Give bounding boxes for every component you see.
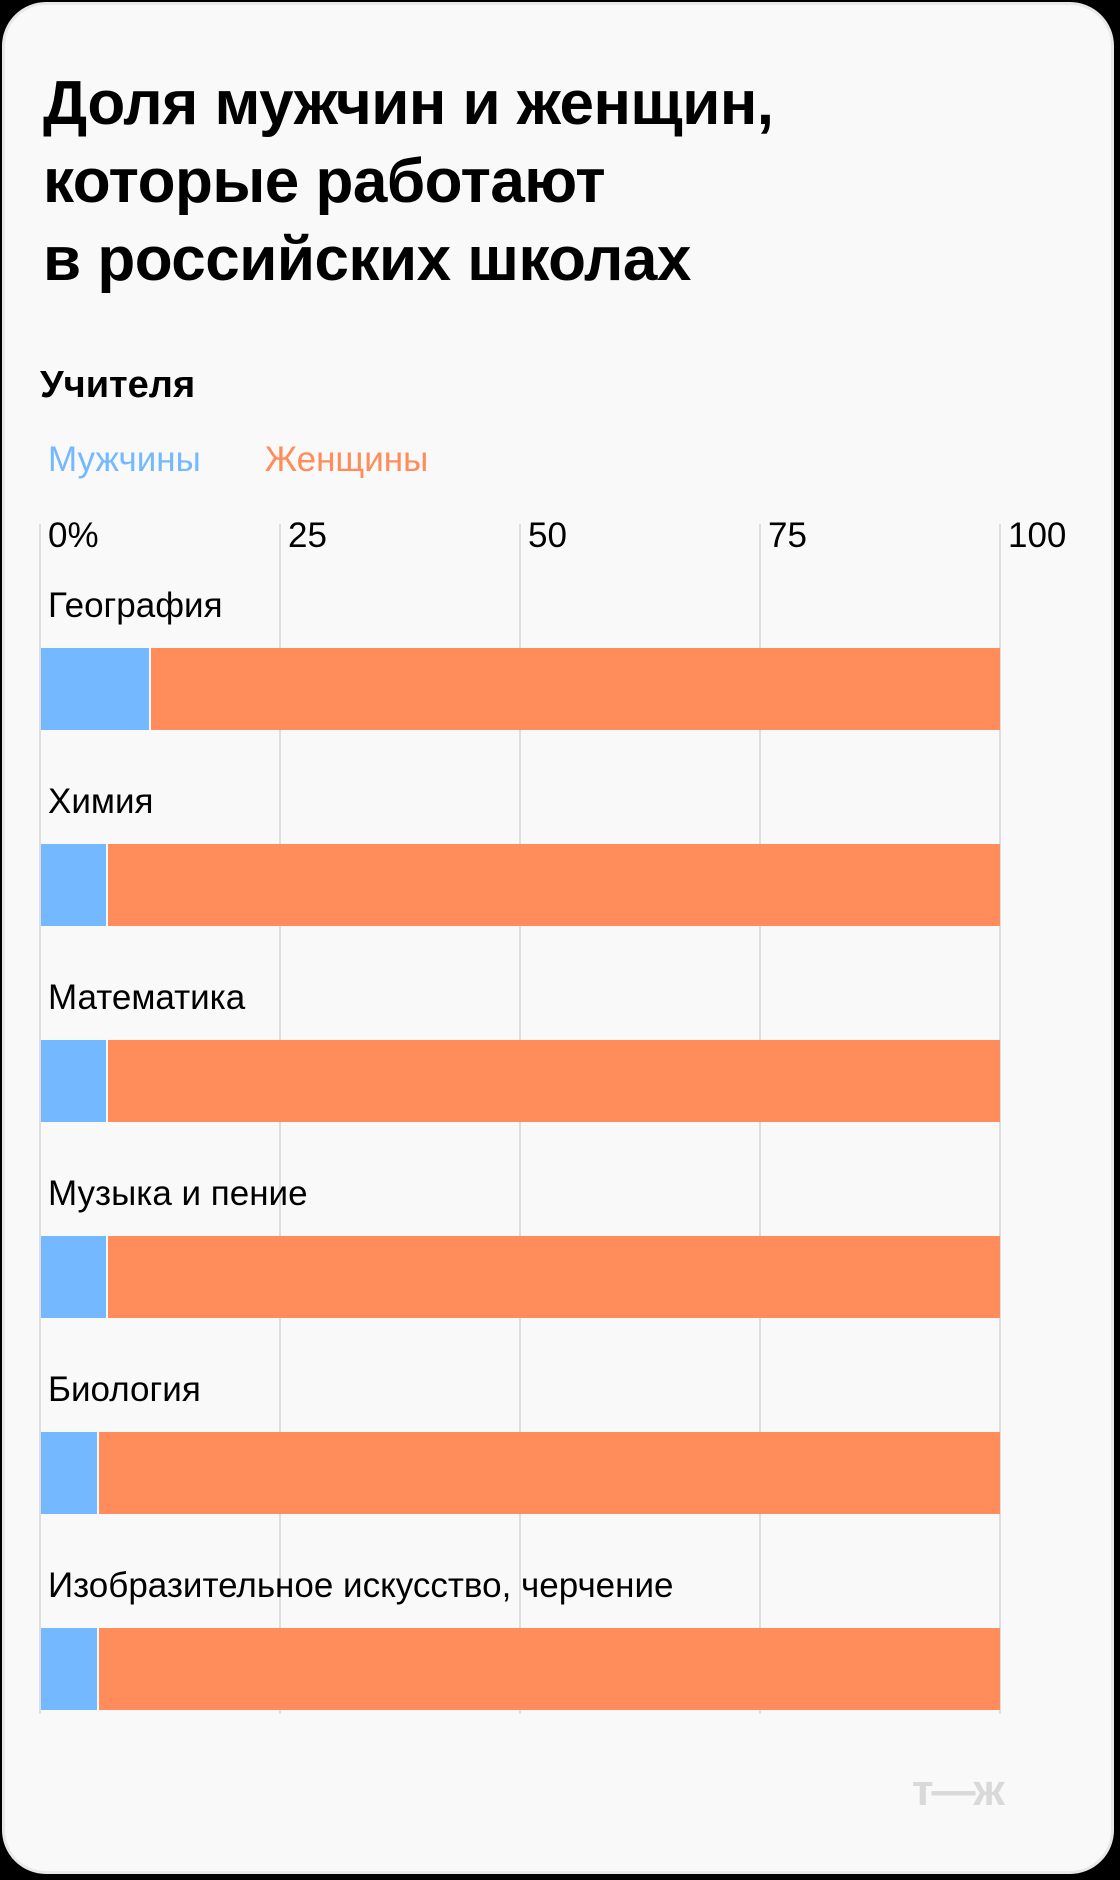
legend-item-men: Мужчины <box>48 440 201 479</box>
category-label: Биология <box>48 1370 201 1409</box>
title-line-3: в российских школах <box>43 225 691 294</box>
stacked-bar <box>41 1040 1000 1122</box>
stacked-bar <box>41 1236 1000 1318</box>
stacked-bar <box>41 844 1000 926</box>
x-tick-label: 75 <box>768 516 807 555</box>
x-tick-label: 0% <box>48 516 99 555</box>
bar-segment-women <box>98 1432 1000 1514</box>
chart-title: Доля мужчин и женщин, которые работают в… <box>43 65 943 299</box>
category-label: География <box>48 586 223 625</box>
title-line-2: которые работают <box>43 147 606 216</box>
x-tick-label: 25 <box>288 516 327 555</box>
x-tick-label: 100 <box>1008 516 1067 555</box>
category-label: Математика <box>48 978 246 1017</box>
category-label: Музыка и пение <box>48 1174 308 1213</box>
stacked-bar <box>41 648 1000 730</box>
bar-segment-men <box>41 1628 99 1710</box>
x-tick-label: 50 <box>528 516 567 555</box>
gridline <box>999 524 1001 1714</box>
gridline <box>39 524 41 1714</box>
tzh-logo: т—ж <box>912 1766 1005 1815</box>
legend-item-women: Женщины <box>264 440 429 479</box>
stacked-bar <box>41 1628 1000 1710</box>
title-line-1: Доля мужчин и женщин, <box>43 69 774 138</box>
bar-segment-men <box>41 1040 109 1122</box>
chart-subtitle: Учителя <box>40 364 196 406</box>
bar-segment-women <box>151 648 1000 730</box>
category-label: Изобразительное искусство, черчение <box>48 1566 674 1605</box>
bar-segment-men <box>41 844 109 926</box>
stacked-bar <box>41 1432 1000 1514</box>
bar-segment-women <box>108 1236 1000 1318</box>
bar-segment-women <box>108 844 1000 926</box>
category-label: Химия <box>48 782 154 821</box>
legend: Мужчины Женщины <box>48 440 428 480</box>
bar-segment-men <box>41 648 152 730</box>
bar-segment-men <box>41 1236 109 1318</box>
bar-segment-men <box>41 1432 99 1514</box>
bar-segment-women <box>108 1040 1000 1122</box>
bar-segment-women <box>98 1628 1000 1710</box>
